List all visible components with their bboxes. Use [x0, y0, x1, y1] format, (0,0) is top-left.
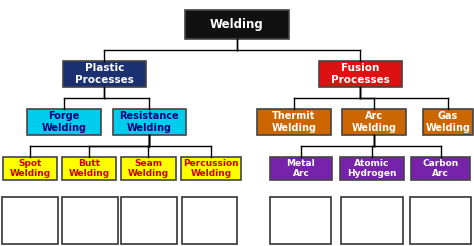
- Text: Percussion
Welding: Percussion Welding: [183, 159, 239, 178]
- Text: Arc
Welding: Arc Welding: [352, 111, 397, 133]
- Text: Spot
Welding: Spot Welding: [9, 159, 50, 178]
- Text: Metal
Arc: Metal Arc: [287, 159, 315, 178]
- FancyBboxPatch shape: [182, 197, 237, 244]
- FancyBboxPatch shape: [181, 157, 241, 180]
- FancyBboxPatch shape: [121, 197, 177, 244]
- FancyBboxPatch shape: [319, 61, 401, 87]
- FancyBboxPatch shape: [257, 109, 331, 135]
- Text: Seam
Welding: Seam Welding: [128, 159, 169, 178]
- FancyBboxPatch shape: [270, 197, 331, 244]
- FancyBboxPatch shape: [185, 10, 289, 39]
- Text: Gas
Welding: Gas Welding: [426, 111, 470, 133]
- FancyBboxPatch shape: [62, 157, 117, 180]
- Text: Fusion
Processes: Fusion Processes: [331, 63, 390, 85]
- FancyBboxPatch shape: [342, 109, 407, 135]
- Text: Butt
Welding: Butt Welding: [69, 159, 109, 178]
- FancyBboxPatch shape: [423, 109, 473, 135]
- FancyBboxPatch shape: [27, 109, 100, 135]
- Text: Plastic
Processes: Plastic Processes: [75, 63, 134, 85]
- Text: Atomic
Hydrogen: Atomic Hydrogen: [347, 159, 397, 178]
- FancyBboxPatch shape: [62, 197, 118, 244]
- Text: Welding: Welding: [210, 18, 264, 31]
- FancyBboxPatch shape: [112, 109, 186, 135]
- FancyBboxPatch shape: [411, 157, 470, 180]
- FancyBboxPatch shape: [340, 157, 404, 180]
- FancyBboxPatch shape: [341, 197, 403, 244]
- FancyBboxPatch shape: [121, 157, 175, 180]
- FancyBboxPatch shape: [2, 157, 57, 180]
- FancyBboxPatch shape: [2, 197, 58, 244]
- FancyBboxPatch shape: [63, 61, 146, 87]
- Text: Thermit
Welding: Thermit Welding: [272, 111, 316, 133]
- Text: Forge
Welding: Forge Welding: [42, 111, 86, 133]
- Text: Resistance
Welding: Resistance Welding: [119, 111, 179, 133]
- FancyBboxPatch shape: [410, 197, 471, 244]
- FancyBboxPatch shape: [270, 157, 332, 180]
- Text: Carbon
Arc: Carbon Arc: [423, 159, 459, 178]
